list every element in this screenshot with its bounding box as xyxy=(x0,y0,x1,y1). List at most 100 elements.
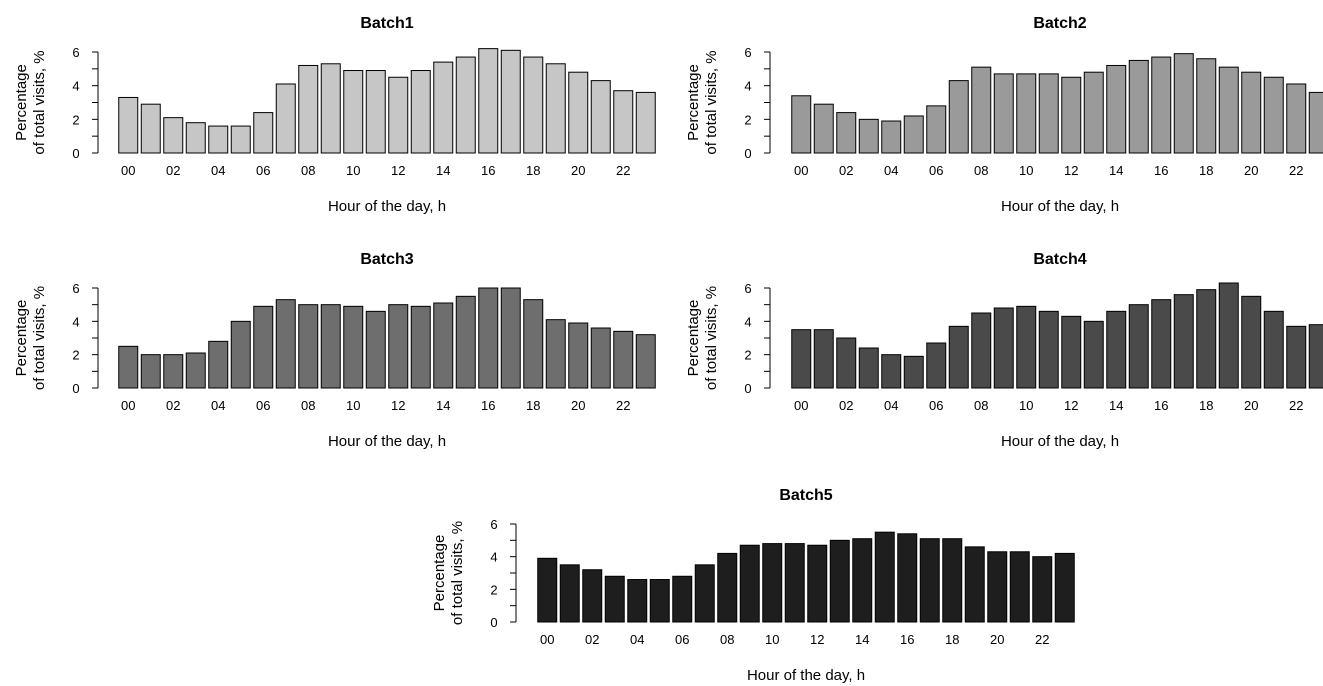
chart-title: Batch5 xyxy=(779,487,832,504)
bar-hour-11 xyxy=(784,543,805,623)
bar-hour-06 xyxy=(926,105,947,154)
x-tick-label: 22 xyxy=(1289,398,1303,413)
x-tick-label: 20 xyxy=(990,632,1004,647)
bar-hour-13 xyxy=(829,539,850,623)
x-axis-label: Hour of the day, h xyxy=(747,667,865,684)
x-tick-label: 04 xyxy=(211,163,225,178)
x-tick-label: 12 xyxy=(810,632,824,647)
x-axis-label: Hour of the day, h xyxy=(1001,433,1119,450)
bar-hour-04 xyxy=(627,579,648,623)
x-tick-label: 16 xyxy=(481,163,495,178)
y-tick-label: 6 xyxy=(744,281,751,296)
x-tick-label: 16 xyxy=(481,398,495,413)
x-tick-label: 06 xyxy=(256,398,270,413)
bar-hour-08 xyxy=(717,552,738,623)
bar-hour-02 xyxy=(163,117,184,154)
bar-hour-00 xyxy=(118,345,139,389)
bar-hour-23 xyxy=(635,334,656,389)
bar-hour-07 xyxy=(275,83,296,154)
x-tick-label: 10 xyxy=(1019,398,1033,413)
y-tick-label: 4 xyxy=(744,314,751,329)
bar-hour-08 xyxy=(298,64,319,154)
x-tick-label: 08 xyxy=(974,163,988,178)
x-tick-label: 14 xyxy=(855,632,869,647)
bar-hour-20 xyxy=(1241,295,1262,389)
bar-hour-17 xyxy=(1173,53,1194,154)
bar-hour-10 xyxy=(762,543,783,623)
x-tick-label: 00 xyxy=(794,398,808,413)
x-tick-label: 00 xyxy=(121,163,135,178)
bar-hour-19 xyxy=(545,63,566,154)
y-tick-label: 4 xyxy=(490,550,497,565)
bar-hour-03 xyxy=(858,347,879,389)
x-tick-label: 18 xyxy=(945,632,959,647)
x-tick-label: 08 xyxy=(974,398,988,413)
bar-hour-23 xyxy=(1308,91,1323,154)
bar-hour-01 xyxy=(140,354,161,389)
bar-hour-15 xyxy=(1128,59,1149,154)
y-tick-label: 0 xyxy=(744,381,751,396)
bar-hour-22 xyxy=(1286,325,1307,389)
x-tick-label: 04 xyxy=(211,398,225,413)
bar-hour-20 xyxy=(987,551,1008,623)
bar-hour-06 xyxy=(672,575,693,623)
bar-hour-14 xyxy=(433,61,454,154)
y-axis-label-line1: Percentage xyxy=(685,300,702,377)
y-tick-label: 0 xyxy=(490,615,497,630)
y-axis-label-line2: of total visits, % xyxy=(449,521,466,625)
bar-hour-05 xyxy=(649,579,670,623)
x-tick-label: 18 xyxy=(1199,163,1213,178)
bar-hour-04 xyxy=(881,120,902,154)
y-tick-label: 0 xyxy=(72,381,79,396)
bar-hour-10 xyxy=(1016,305,1037,389)
bar-hour-06 xyxy=(253,305,274,389)
x-tick-label: 02 xyxy=(166,398,180,413)
bar-hour-23 xyxy=(1308,324,1323,389)
bar-hour-22 xyxy=(1032,556,1053,623)
x-tick-label: 10 xyxy=(346,398,360,413)
bar-hour-01 xyxy=(559,564,580,623)
y-tick-label: 4 xyxy=(72,314,79,329)
y-axis-label-line2: of total visits, % xyxy=(31,286,48,390)
bar-hour-15 xyxy=(455,56,476,154)
x-axis-label: Hour of the day, h xyxy=(328,198,446,215)
bar-hour-06 xyxy=(253,112,274,154)
bar-hour-14 xyxy=(852,538,873,623)
x-tick-label: 22 xyxy=(1289,163,1303,178)
chart-title: Batch2 xyxy=(1033,15,1086,32)
x-tick-label: 16 xyxy=(1154,163,1168,178)
bar-hour-01 xyxy=(140,103,161,154)
x-tick-label: 04 xyxy=(884,398,898,413)
x-tick-label: 10 xyxy=(346,163,360,178)
x-tick-label: 20 xyxy=(571,163,585,178)
bar-hour-15 xyxy=(874,531,895,623)
bar-hour-21 xyxy=(1009,551,1030,623)
bar-hour-07 xyxy=(948,80,969,154)
bar-hour-19 xyxy=(545,319,566,389)
x-tick-label: 22 xyxy=(1035,632,1049,647)
x-tick-label: 18 xyxy=(526,398,540,413)
bar-hour-02 xyxy=(163,354,184,389)
bar-hour-17 xyxy=(500,287,521,389)
bar-hour-16 xyxy=(478,48,499,154)
bar-hour-02 xyxy=(836,337,857,389)
x-tick-label: 14 xyxy=(436,163,450,178)
x-tick-label: 10 xyxy=(765,632,779,647)
x-tick-label: 00 xyxy=(540,632,554,647)
bar-hour-11 xyxy=(1038,310,1059,389)
x-tick-label: 14 xyxy=(1109,163,1123,178)
bar-hour-12 xyxy=(388,304,409,389)
bar-hour-01 xyxy=(813,329,834,389)
x-tick-label: 14 xyxy=(1109,398,1123,413)
bar-hour-10 xyxy=(343,305,364,389)
bar-hour-08 xyxy=(971,312,992,389)
x-tick-label: 16 xyxy=(900,632,914,647)
y-tick-label: 2 xyxy=(490,582,497,597)
y-axis-label-line2: of total visits, % xyxy=(31,50,48,154)
bar-hour-11 xyxy=(1038,73,1059,154)
bar-hour-05 xyxy=(230,320,251,389)
x-tick-label: 12 xyxy=(1064,398,1078,413)
bar-hour-08 xyxy=(298,304,319,389)
